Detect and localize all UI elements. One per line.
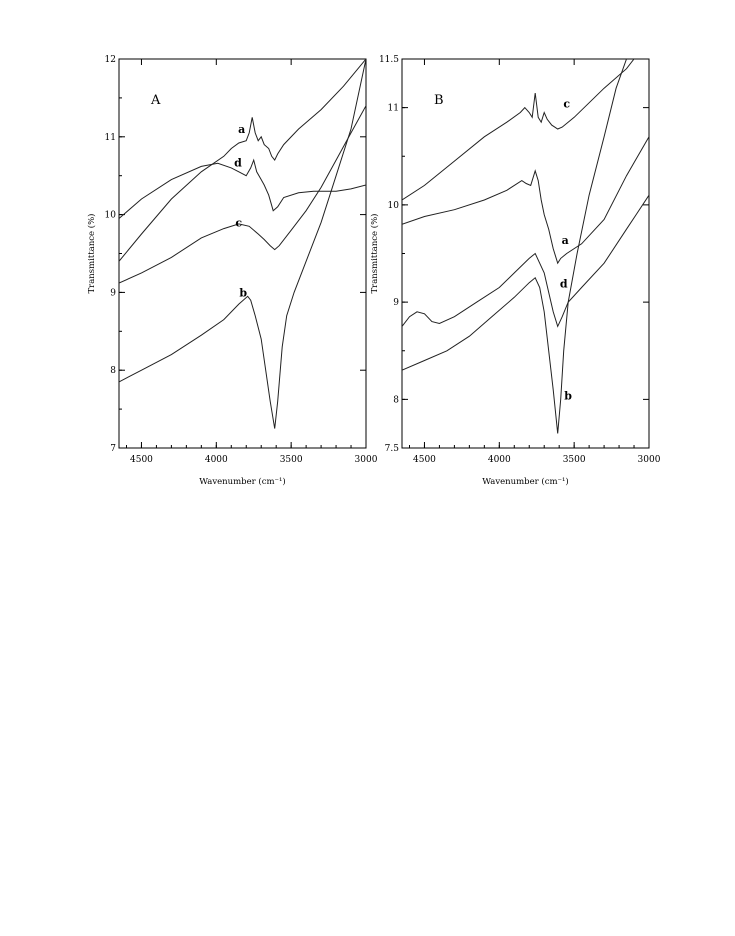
panel-a: 7 8 9 10 11 12 4500 4000 3500 3000 Wavenumber (cm⁻…: [86, 55, 378, 487]
y-axis-title-a: Transmittance (%): [86, 214, 97, 294]
series-line-b-a: [402, 136, 649, 265]
series-line-a-c: [119, 105, 366, 284]
series-label-a-c: c: [235, 216, 242, 229]
series-line-a-a: [119, 59, 366, 262]
series-label-a-d: d: [234, 156, 242, 169]
y-tick-label-a-5: 12: [105, 55, 116, 65]
series-line-a-d: [119, 158, 366, 219]
series-line-b-c: [402, 59, 635, 201]
series-label-b-a: a: [562, 234, 569, 247]
series-label-a-b: b: [239, 286, 247, 299]
panel-label-b: B: [434, 93, 444, 108]
plot-frame-b: [401, 58, 650, 449]
x-tick-label-b-3: 3000: [638, 455, 661, 465]
series-label-b-b: b: [564, 389, 572, 402]
y-tick-label-a-2: 9: [110, 288, 116, 298]
y-tick-label-b-5: 11.5: [379, 55, 399, 65]
y-tick-label-a-0: 7: [110, 444, 116, 454]
x-axis-title-a: Wavenumber (cm⁻¹): [199, 476, 286, 487]
y-tick-label-a-4: 11: [105, 133, 116, 143]
x-tick-label-a-0: 4500: [130, 455, 153, 465]
x-axis-title-b: Wavenumber (cm⁻¹): [482, 476, 569, 487]
x-tick-label-b-2: 3500: [563, 455, 586, 465]
y-tick-label-b-0: 7.5: [385, 444, 400, 454]
y-axis-title-b: Transmittance (%): [369, 214, 380, 294]
series-label-a-a: a: [238, 123, 245, 136]
series-line-b-d: [402, 194, 649, 328]
x-tick-label-b-0: 4500: [413, 455, 436, 465]
y-tick-label-b-2: 9: [393, 298, 399, 308]
y-tick-label-b-4: 11: [388, 104, 399, 114]
plot-frame-a: [118, 58, 367, 449]
y-tick-label-b-1: 8: [393, 395, 399, 405]
y-tick-label-a-3: 10: [105, 211, 117, 221]
series-line-b-b: [402, 59, 627, 434]
panel-b: 7.5 8 9 10 11 11.5 4500 4000 3500 3000 Wavenumber …: [369, 55, 661, 487]
x-tick-label-a-2: 3500: [280, 455, 303, 465]
x-tick-label-b-1: 4000: [488, 455, 511, 465]
series-line-a-b: [119, 59, 366, 429]
x-tick-label-a-3: 3000: [355, 455, 378, 465]
series-label-b-c: c: [563, 98, 570, 111]
series-label-b-d: d: [560, 278, 568, 291]
y-tick-label-a-1: 8: [110, 366, 116, 376]
panel-label-a: A: [150, 93, 161, 108]
x-tick-label-a-1: 4000: [205, 455, 228, 465]
y-tick-label-b-3: 10: [388, 201, 400, 211]
